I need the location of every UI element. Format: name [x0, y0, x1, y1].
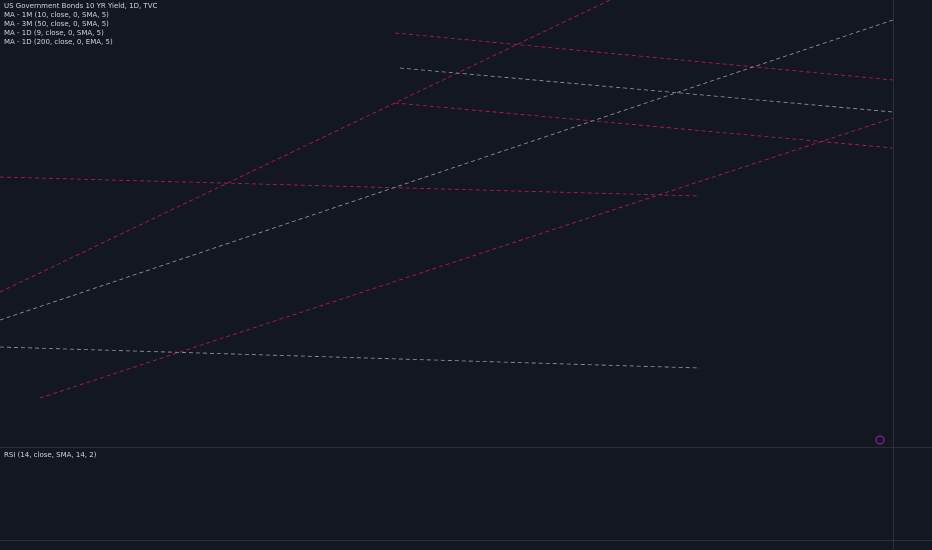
trend-line	[0, 19, 894, 321]
legend: US Government Bonds 10 YR Yield, 1D, TVC…	[4, 2, 157, 459]
trend-line	[39, 117, 894, 399]
trend-lines	[0, 0, 894, 399]
trend-line	[0, 176, 701, 197]
chart-title: US Government Bonds 10 YR Yield, 1D, TVC	[4, 2, 157, 10]
legend-entry: MA - 1D (9, close, 0, SMA, 5)	[4, 29, 104, 37]
icon[interactable]	[875, 435, 885, 445]
legend-entry: MA - 1D (200, close, 0, EMA, 5)	[4, 38, 113, 46]
legend-entry: MA - 3M (50, close, 0, SMA, 5)	[4, 20, 109, 28]
trend-line	[394, 102, 894, 149]
legend-entry: MA - 1M (10, close, 0, SMA, 5)	[4, 11, 109, 19]
trend-line	[394, 32, 894, 81]
rsi-title: RSI (14, close, SMA, 14, 2)	[4, 451, 97, 459]
trend-line	[0, 0, 611, 293]
trend-line	[0, 346, 701, 369]
trend-line	[399, 67, 894, 113]
